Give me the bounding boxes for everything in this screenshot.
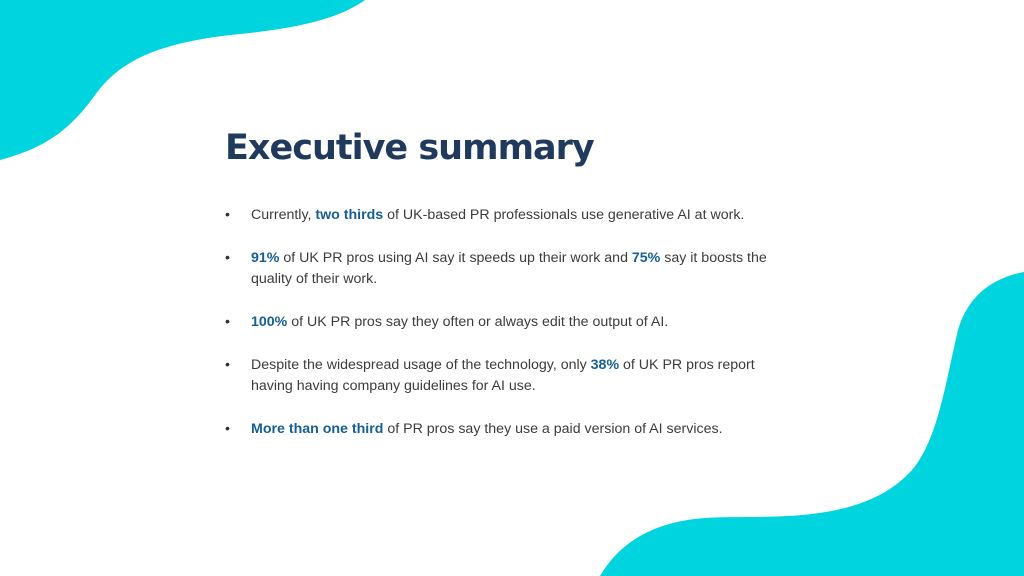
highlight-stat: two thirds: [315, 207, 384, 223]
top-left-blob: [0, 0, 365, 160]
bullet-icon: •: [225, 314, 230, 330]
list-item: • 100% of UK PR pros say they often or a…: [225, 312, 785, 333]
list-item: • More than one third of PR pros say the…: [225, 419, 785, 440]
bullet-text: Currently,: [251, 207, 316, 223]
bullet-icon: •: [225, 421, 230, 437]
highlight-stat: 75%: [631, 250, 661, 266]
content: Executive summary • Currently, two third…: [225, 120, 785, 462]
list-item: • Currently, two thirds of UK-based PR p…: [225, 205, 785, 226]
bullet-text: of UK PR pros say they often or always e…: [287, 314, 669, 330]
bullet-icon: •: [225, 357, 230, 373]
page-title: Executive summary: [225, 128, 595, 168]
bullet-icon: •: [225, 250, 230, 266]
list-item: • 91% of UK PR pros using AI say it spee…: [225, 248, 785, 290]
bullet-text: of UK PR pros using AI say it speeds up …: [279, 250, 632, 266]
highlight-stat: 38%: [590, 357, 620, 373]
highlight-stat: More than one third: [251, 421, 384, 437]
bullet-text: of UK PR pros report having having compa…: [251, 357, 755, 394]
bullet-text: of UK-based PR professionals use generat…: [383, 207, 745, 223]
bottom-right-blob: [600, 272, 1024, 576]
highlight-stat: 91%: [251, 250, 280, 266]
bullet-text: of PR pros say they use a paid version o…: [383, 421, 723, 437]
bullet-text: say it boosts the quality of their work.: [251, 250, 767, 287]
list-item: • Despite the widespread usage of the te…: [225, 355, 785, 397]
bullet-icon: •: [225, 207, 230, 223]
summary-list: • Currently, two thirds of UK-based PR p…: [225, 205, 785, 440]
bullet-text: Despite the widespread usage of the tech…: [251, 357, 591, 373]
highlight-stat: 100%: [251, 314, 288, 330]
